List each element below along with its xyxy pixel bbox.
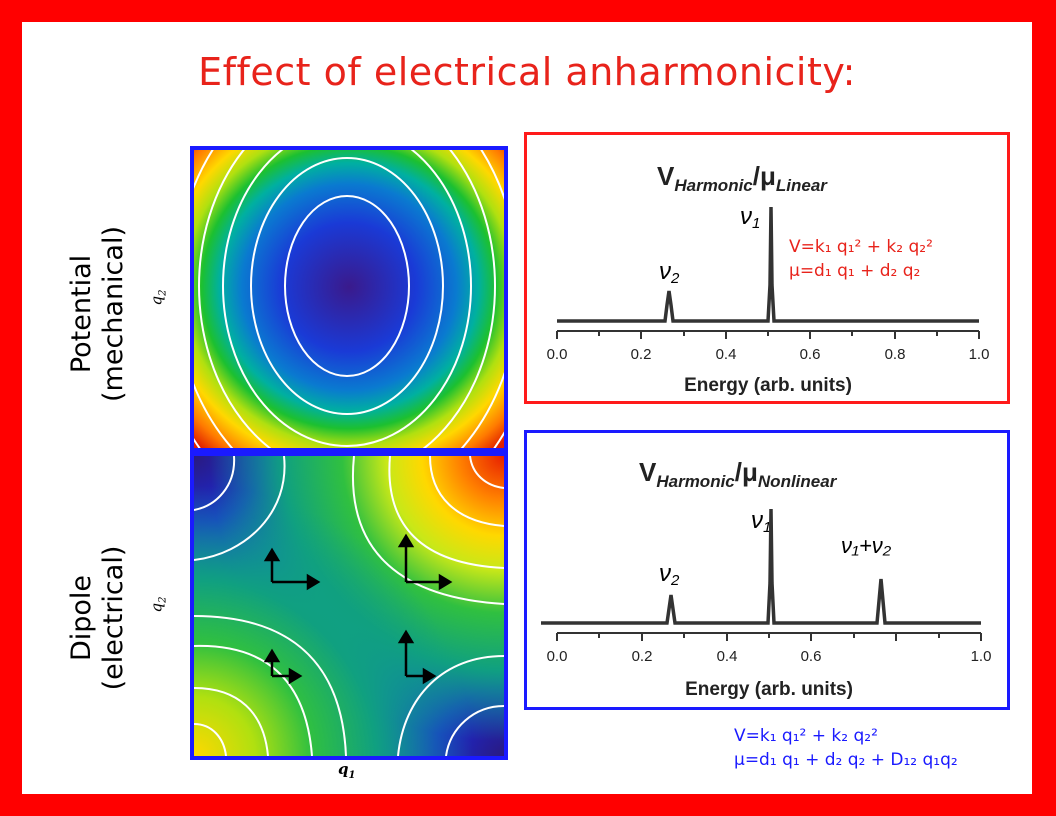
q2-axis-label-top: q2 xyxy=(147,289,169,306)
spectrum-panel-nonlinear: VHarmonic/μNonlinear ν1 ν2 ν₁+ν₂ 0.0 0.2… xyxy=(524,430,1010,710)
dipole-fill-bottom-left xyxy=(194,456,504,756)
potential-fill xyxy=(194,150,504,448)
peak-label-nu1-plus-nu2: ν₁+ν₂ xyxy=(841,533,892,558)
slide-title: Effect of electrical anharmonicity: xyxy=(198,50,856,94)
spectrum-plot-nonlinear: VHarmonic/μNonlinear ν1 ν2 ν₁+ν₂ 0.0 0.2… xyxy=(541,457,992,700)
peak-label-nu1: ν1 xyxy=(740,203,760,232)
dipole-label-line2: (electrical) xyxy=(98,545,129,691)
spectrum-panel-linear: VHarmonic/μLinear ν1 ν2 0.0 0.2 0.4 0.6 … xyxy=(524,132,1010,404)
axis-arrow-icon xyxy=(263,648,303,685)
axis-arrow-icon xyxy=(263,547,321,591)
potential-contour xyxy=(222,150,472,447)
dipole-label-line1: Dipole xyxy=(66,574,97,662)
spectrum-plot-linear: VHarmonic/μLinear ν1 ν2 0.0 0.2 0.4 0.6 … xyxy=(547,161,990,396)
dipole-contour xyxy=(469,456,504,489)
x-axis-label-linear: Energy (arb. units) xyxy=(684,375,852,396)
spectrum-trace-linear xyxy=(557,206,979,323)
tick-label: 0.0 xyxy=(547,648,568,665)
peak-label-nu2: ν2 xyxy=(659,560,680,589)
potential-contour-map xyxy=(190,146,508,452)
dipole-contour-map xyxy=(190,452,508,760)
dipole-contour xyxy=(194,687,269,756)
tick-label: 1.0 xyxy=(971,648,992,665)
potential-contour xyxy=(198,150,496,448)
x-axis-label-nonlinear: Energy (arb. units) xyxy=(685,679,853,700)
potential-label-line2: (mechanical) xyxy=(98,226,129,402)
peak-label-nu1: ν1 xyxy=(751,507,771,536)
dipole-contour xyxy=(429,456,504,527)
dipole-row-label: Dipole (electrical) xyxy=(66,518,134,718)
equation-nonlinear-line1: V=k₁ q₁² + k₂ q₂² xyxy=(734,726,878,746)
tick-label: 0.2 xyxy=(631,346,652,363)
dipole-contour xyxy=(194,723,227,756)
slide: Effect of electrical anharmonicity: Pote… xyxy=(22,22,1032,794)
dipole-contour xyxy=(194,456,236,511)
axis-arrow-icon xyxy=(397,533,453,591)
dipole-contour-svg xyxy=(194,456,504,756)
potential-contour xyxy=(284,195,410,377)
potential-row-label: Potential (mechanical) xyxy=(66,214,134,414)
tick-label: 0.4 xyxy=(716,346,737,363)
spectrum-title-linear: VHarmonic/μLinear xyxy=(657,161,828,195)
dipole-contour xyxy=(397,655,504,756)
tick-label: 0.6 xyxy=(800,346,821,363)
q1-axis-label: q1 xyxy=(338,760,356,781)
spectrum-title-nonlinear: VHarmonic/μNonlinear xyxy=(639,457,838,491)
q2-axis-label-bottom: q2 xyxy=(147,596,169,613)
potential-label-line1: Potential xyxy=(66,254,97,374)
dipole-contour xyxy=(388,456,504,569)
dipole-contour xyxy=(351,456,504,605)
peak-label-nu2: ν2 xyxy=(659,258,680,287)
equation-nonlinear: V=k₁ q₁² + k₂ q₂² μ=d₁ q₁ + d₂ q₂ + D₁₂ … xyxy=(734,724,958,772)
tick-label: 0.2 xyxy=(632,648,653,665)
tick-label: 0.6 xyxy=(801,648,822,665)
potential-contour xyxy=(250,157,444,415)
equation-nonlinear-line2: μ=d₁ q₁ + d₂ q₂ + D₁₂ q₁q₂ xyxy=(734,750,958,770)
spectrum-trace-nonlinear xyxy=(541,508,981,625)
dipole-contour xyxy=(194,456,286,561)
potential-contour-svg xyxy=(194,150,504,448)
dipole-contour xyxy=(445,705,504,756)
x-ticks-linear xyxy=(556,331,980,339)
tick-label: 0.0 xyxy=(547,346,568,363)
tick-label: 1.0 xyxy=(969,346,990,363)
dipole-contour xyxy=(194,615,347,756)
dipole-contour xyxy=(194,644,313,756)
tick-label: 0.4 xyxy=(717,648,738,665)
equation-linear-line1: V=k₁ q₁² + k₂ q₂² xyxy=(789,237,933,257)
equation-linear-line2: μ=d₁ q₁ + d₂ q₂ xyxy=(789,261,921,281)
axis-arrow-icon xyxy=(397,629,437,685)
x-ticks-nonlinear xyxy=(556,633,982,641)
tick-label: 0.8 xyxy=(885,346,906,363)
equation-linear: V=k₁ q₁² + k₂ q₂² μ=d₁ q₁ + d₂ q₂ xyxy=(789,235,933,283)
